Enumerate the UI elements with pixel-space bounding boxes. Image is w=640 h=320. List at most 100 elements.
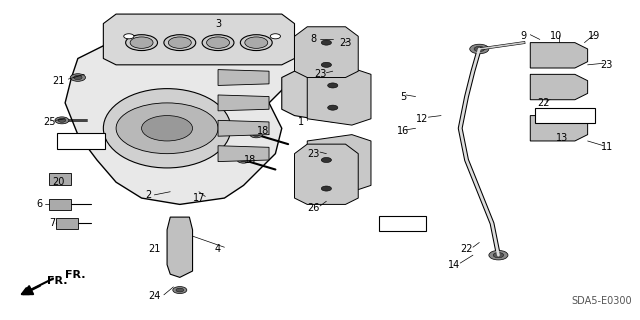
Circle shape (489, 251, 508, 260)
Circle shape (59, 203, 65, 206)
Polygon shape (218, 95, 269, 111)
Circle shape (59, 177, 69, 181)
Polygon shape (49, 173, 72, 185)
Text: 10: 10 (550, 31, 562, 41)
Polygon shape (218, 120, 269, 136)
Text: 26: 26 (307, 203, 320, 212)
Circle shape (550, 53, 561, 58)
Polygon shape (167, 217, 193, 277)
Text: 24: 24 (148, 292, 161, 301)
Text: 13: 13 (556, 133, 568, 143)
Circle shape (550, 84, 561, 90)
Circle shape (321, 186, 332, 191)
Text: 12: 12 (416, 114, 428, 124)
Text: 19: 19 (588, 31, 600, 41)
Polygon shape (218, 146, 269, 162)
Circle shape (59, 202, 69, 207)
Text: 8: 8 (310, 35, 317, 44)
Text: 6: 6 (36, 199, 43, 209)
Circle shape (56, 220, 68, 226)
Text: 11: 11 (600, 142, 613, 152)
Circle shape (328, 83, 338, 88)
Circle shape (321, 62, 332, 68)
Text: FR.: FR. (47, 276, 68, 285)
Text: 23: 23 (339, 38, 351, 48)
Circle shape (245, 37, 268, 48)
Polygon shape (56, 218, 78, 229)
Circle shape (173, 287, 187, 293)
Text: E-2: E-2 (71, 136, 91, 146)
Polygon shape (531, 74, 588, 100)
Circle shape (65, 221, 76, 226)
Circle shape (116, 103, 218, 154)
Text: 2: 2 (145, 190, 151, 200)
Circle shape (253, 133, 260, 136)
FancyBboxPatch shape (380, 216, 426, 231)
Text: 14: 14 (448, 260, 460, 270)
Circle shape (58, 118, 66, 122)
Text: 23: 23 (307, 149, 320, 159)
Text: 22: 22 (460, 244, 473, 254)
FancyBboxPatch shape (536, 108, 595, 124)
Text: B-47-1: B-47-1 (382, 219, 423, 228)
Circle shape (175, 237, 185, 242)
Polygon shape (531, 116, 588, 141)
Text: 5: 5 (400, 92, 406, 101)
Circle shape (175, 265, 185, 270)
Text: 22: 22 (537, 98, 549, 108)
Text: 1: 1 (298, 117, 304, 127)
Polygon shape (282, 65, 346, 122)
Circle shape (74, 76, 82, 80)
Text: 16: 16 (397, 126, 409, 136)
Circle shape (550, 126, 561, 131)
Circle shape (493, 252, 504, 258)
Text: 18: 18 (257, 126, 269, 136)
Circle shape (270, 34, 280, 39)
Text: 25: 25 (43, 117, 56, 127)
Circle shape (125, 35, 157, 51)
Text: 21: 21 (52, 76, 65, 86)
Polygon shape (294, 144, 358, 204)
Polygon shape (65, 24, 307, 204)
Text: 9: 9 (521, 31, 527, 41)
Text: FR.: FR. (65, 270, 86, 280)
Text: 3: 3 (215, 19, 221, 28)
Text: 18: 18 (244, 155, 256, 165)
Ellipse shape (103, 89, 231, 168)
Circle shape (250, 132, 262, 138)
Circle shape (241, 35, 272, 51)
Circle shape (202, 35, 234, 51)
Circle shape (176, 288, 184, 292)
Circle shape (328, 105, 338, 110)
Text: 4: 4 (215, 244, 221, 254)
Circle shape (164, 35, 196, 51)
Circle shape (474, 46, 484, 52)
Circle shape (59, 222, 65, 225)
Text: E-3-10: E-3-10 (545, 111, 585, 121)
Polygon shape (294, 27, 358, 77)
Circle shape (207, 37, 230, 48)
Circle shape (55, 117, 69, 124)
Circle shape (237, 157, 250, 163)
Circle shape (328, 172, 338, 177)
Circle shape (240, 158, 247, 162)
Polygon shape (49, 199, 72, 210)
Text: 15: 15 (569, 114, 581, 124)
Polygon shape (307, 68, 371, 125)
Circle shape (56, 202, 68, 207)
Circle shape (70, 74, 86, 81)
Polygon shape (531, 43, 588, 68)
Circle shape (328, 149, 338, 155)
Text: 7: 7 (49, 219, 56, 228)
Circle shape (124, 34, 134, 39)
Text: SDA5-E0300: SDA5-E0300 (572, 296, 632, 306)
Circle shape (130, 37, 153, 48)
Text: 17: 17 (193, 193, 205, 203)
Polygon shape (307, 135, 371, 192)
Circle shape (168, 37, 191, 48)
Polygon shape (218, 69, 269, 85)
Circle shape (321, 157, 332, 163)
Text: 23: 23 (600, 60, 613, 70)
Circle shape (141, 116, 193, 141)
Polygon shape (103, 14, 294, 65)
